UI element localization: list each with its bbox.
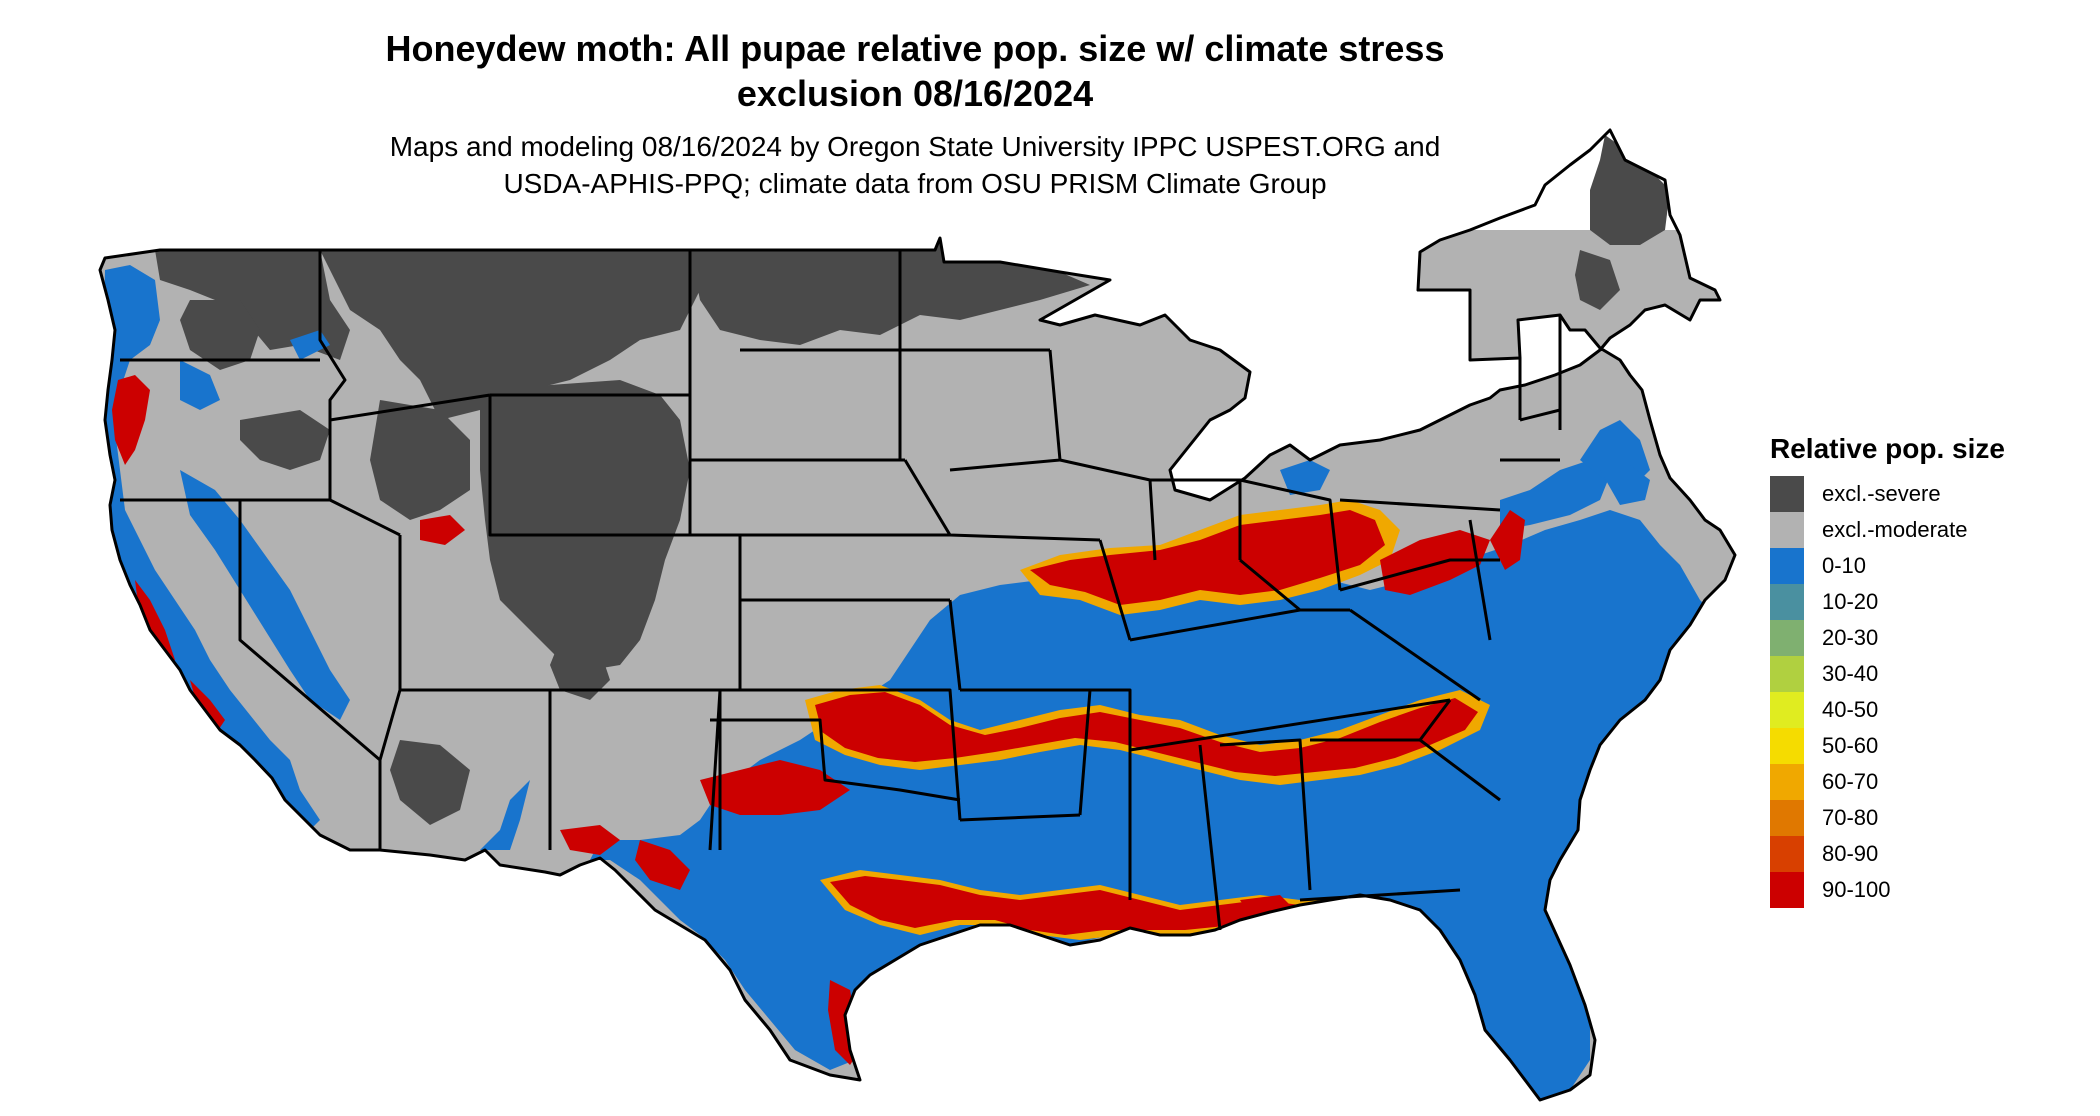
legend-items: excl.-severe excl.-moderate 0-10 10-20 20-30… xyxy=(1770,476,2005,908)
legend-label: 30-40 xyxy=(1822,661,1879,686)
legend-swatch xyxy=(1770,656,1804,692)
legend-swatch xyxy=(1770,692,1804,728)
legend-item: 10-20 xyxy=(1770,584,2005,620)
legend-swatch xyxy=(1770,800,1804,836)
legend-swatch xyxy=(1770,620,1804,656)
legend-item: 20-30 xyxy=(1770,620,2005,656)
legend-label: 20-30 xyxy=(1822,625,1879,650)
subtitle-line-1: Maps and modeling 08/16/2024 by Oregon S… xyxy=(389,131,1441,162)
legend-swatch xyxy=(1770,476,1804,512)
legend-swatch xyxy=(1770,728,1804,764)
title-line-1: Honeydew moth: All pupae relative pop. s… xyxy=(385,28,1445,69)
legend-label: 40-50 xyxy=(1822,697,1879,722)
legend-swatch xyxy=(1770,548,1804,584)
legend-item: excl.-severe xyxy=(1770,476,2005,512)
title-line-2: exclusion 08/16/2024 xyxy=(736,73,1094,114)
legend-label: excl.-moderate xyxy=(1822,517,1968,542)
legend-swatch xyxy=(1770,872,1804,908)
legend-label: excl.-severe xyxy=(1822,481,1941,506)
legend-label: 10-20 xyxy=(1822,589,1879,614)
legend-title: Relative pop. size xyxy=(1770,433,2005,464)
subtitle-line-2: USDA-APHIS-PPQ; climate data from OSU PR… xyxy=(503,168,1327,199)
legend-item: 60-70 xyxy=(1770,764,2005,800)
legend-label: 60-70 xyxy=(1822,769,1879,794)
legend-label: 50-60 xyxy=(1822,733,1879,758)
map-legend: Relative pop. size excl.-severe excl.-mod… xyxy=(1770,432,2005,908)
legend-item: 50-60 xyxy=(1770,728,2005,764)
legend-label: 0-10 xyxy=(1822,553,1867,578)
legend-swatch xyxy=(1770,584,1804,620)
legend-item: 80-90 xyxy=(1770,836,2005,872)
legend-item: excl.-moderate xyxy=(1770,512,2005,548)
legend-item: 90-100 xyxy=(1770,872,2005,908)
legend-label: 70-80 xyxy=(1822,805,1879,830)
legend-swatch xyxy=(1770,836,1804,872)
legend-label: 90-100 xyxy=(1822,877,1891,902)
legend-swatch xyxy=(1770,764,1804,800)
map-subtitle: Maps and modeling 08/16/2024 by Oregon S… xyxy=(0,128,1830,202)
map-title: Honeydew moth: All pupae relative pop. s… xyxy=(0,26,1830,116)
legend-item: 70-80 xyxy=(1770,800,2005,836)
legend-item: 30-40 xyxy=(1770,656,2005,692)
legend-swatch xyxy=(1770,512,1804,548)
legend-item: 40-50 xyxy=(1770,692,2005,728)
legend-label: 80-90 xyxy=(1822,841,1879,866)
legend-item: 0-10 xyxy=(1770,548,2005,584)
